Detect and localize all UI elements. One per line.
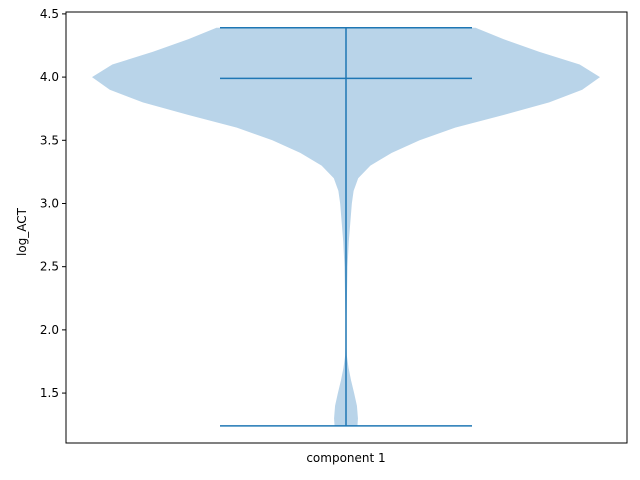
y-axis-label: log_ACT bbox=[15, 207, 29, 256]
plot-area bbox=[65, 11, 628, 444]
y-tick-label: 3.0 bbox=[40, 196, 59, 210]
y-tick-label: 4.0 bbox=[40, 70, 59, 84]
axes-frame bbox=[65, 11, 628, 444]
y-tick-label: 2.0 bbox=[40, 323, 59, 337]
y-tick-label: 4.5 bbox=[40, 7, 59, 21]
y-tick-label: 3.5 bbox=[40, 133, 59, 147]
y-tick-label: 1.5 bbox=[40, 386, 59, 400]
y-axis: 1.5 2.0 2.5 3.0 3.5 4.0 4.5 bbox=[40, 7, 66, 400]
y-tick-label: 2.5 bbox=[40, 260, 59, 274]
x-tick-label: component 1 bbox=[306, 451, 385, 465]
x-axis: component 1 bbox=[306, 451, 385, 465]
